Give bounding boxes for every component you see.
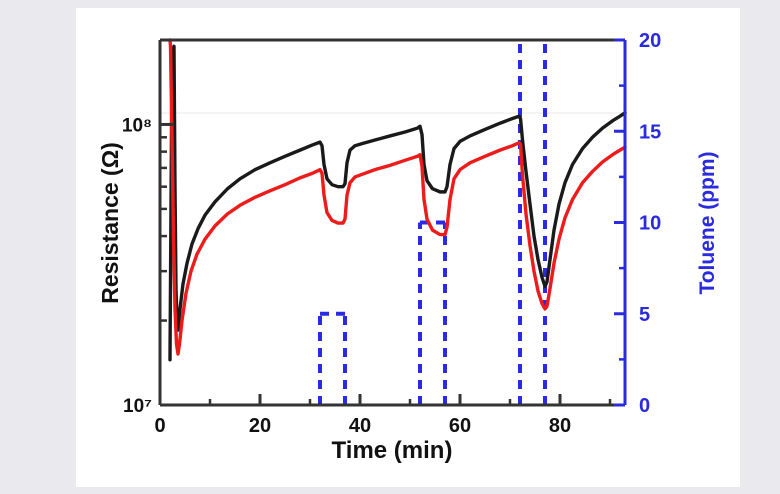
figure-card: 0 20 40 60 80 10⁷ 10⁸ 0 5 10 15 20 Resistance (Ω) T… — [76, 8, 740, 487]
toluene-pulse-series — [318, 40, 547, 405]
toluene-pulse-3 — [518, 40, 547, 405]
toluene-pulse-1 — [318, 311, 347, 405]
y2-axis-title: Toluene (ppm) — [696, 151, 719, 294]
x-tick-label: 20 — [249, 415, 271, 437]
axis-ticks — [158, 38, 625, 407]
curve-sensor-red — [168, 38, 627, 356]
x-tick-label: 80 — [549, 415, 571, 437]
x-tick-label: 60 — [449, 415, 471, 437]
x-axis-title: Time (min) — [332, 437, 453, 464]
resistance-curve-series — [168, 38, 627, 362]
y2-tick-label: 15 — [639, 121, 661, 143]
x-tick-label: 40 — [349, 415, 371, 437]
resistance-toluene-chart: 0 20 40 60 80 10⁷ 10⁸ 0 5 10 15 20 Resistance (Ω) T… — [97, 30, 719, 464]
axis-tick-labels: 0 20 40 60 80 10⁷ 10⁸ 0 5 10 15 20 — [122, 30, 661, 437]
y-tick-label: 10⁸ — [122, 115, 152, 136]
plot-area-background — [160, 40, 625, 405]
y2-tick-label: 5 — [639, 304, 650, 326]
y2-tick-label: 10 — [639, 213, 661, 235]
y-axis-title: Resistance (Ω) — [97, 142, 123, 304]
toluene-pulse-2 — [418, 220, 447, 405]
y2-tick-label: 0 — [639, 395, 650, 417]
x-tick-label: 0 — [154, 415, 165, 437]
y2-tick-label: 20 — [639, 30, 661, 52]
y-tick-label: 10⁷ — [123, 396, 152, 417]
curve-sensor-black — [168, 44, 627, 362]
